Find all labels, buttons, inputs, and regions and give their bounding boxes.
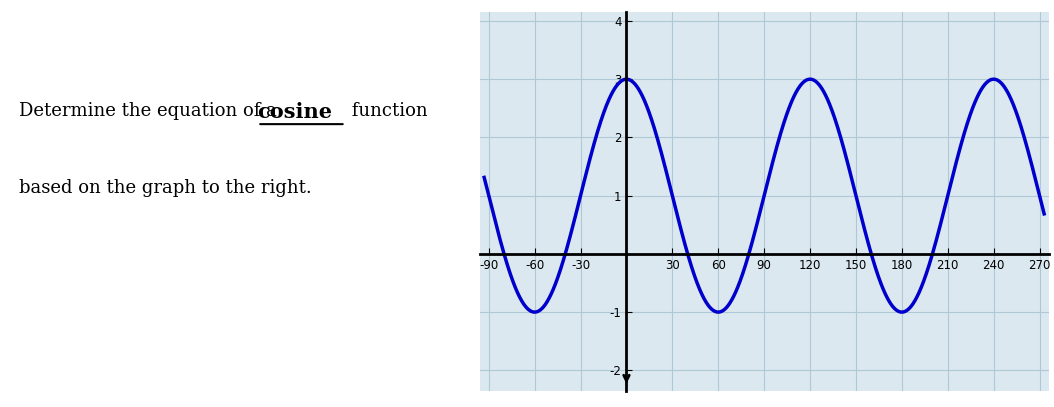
Text: based on the graph to the right.: based on the graph to the right. (19, 179, 311, 197)
Text: cosine: cosine (257, 102, 332, 122)
Text: Determine the equation of a: Determine the equation of a (19, 102, 282, 120)
Text: function: function (346, 102, 427, 120)
